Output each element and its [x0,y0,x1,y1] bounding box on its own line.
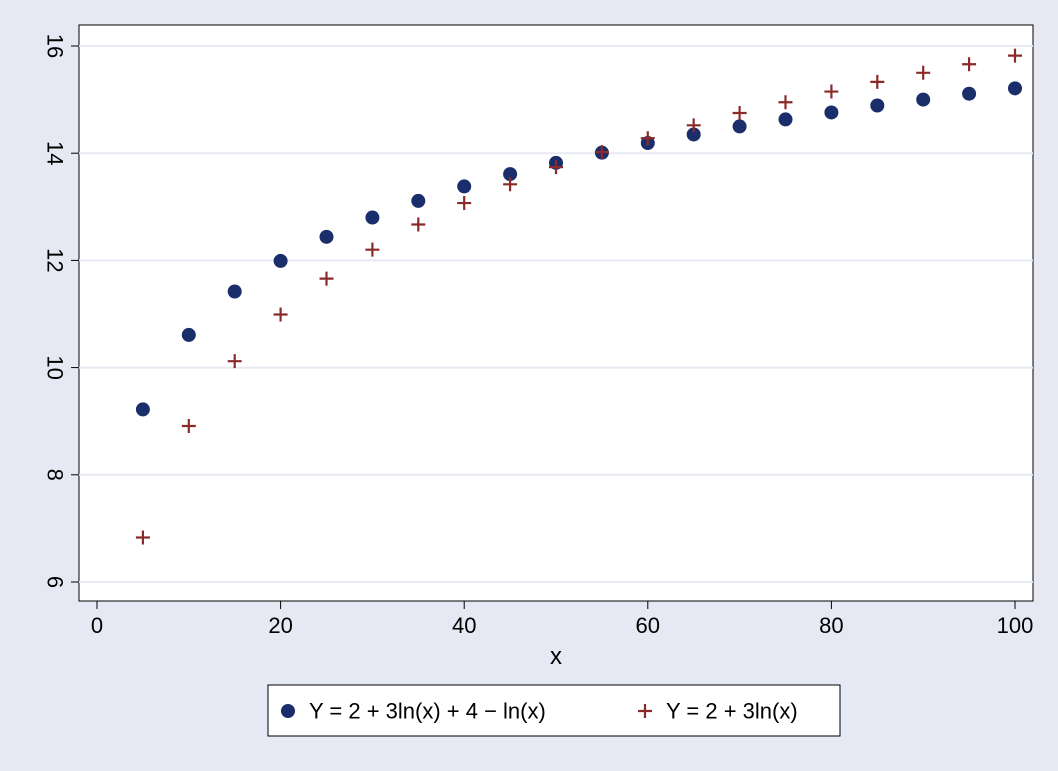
data-point-circle [686,127,701,142]
data-point-plus [686,118,701,133]
legend-marker-plus [638,704,652,718]
x-tick-label: 40 [452,613,476,638]
y-tick-label: 8 [42,469,67,481]
data-point-circle [365,210,380,225]
y-tick-label: 16 [42,34,67,58]
data-point-plus [732,106,747,120]
plot-area [78,24,1034,602]
data-point-plus [181,419,196,434]
gridlines [79,45,1033,583]
data-point-circle [227,284,242,299]
data-point-plus [549,160,563,175]
data-point-plus [411,217,426,232]
y-axis: 6 8 10 12 14 16 [42,34,79,588]
x-tick-label: 100 [997,613,1034,638]
data-point-circle [319,229,334,244]
legend-label: Y = 2 + 3ln(x) + 4 − ln(x) [309,699,546,724]
data-point-circle [181,327,196,342]
data-point-plus [778,95,793,110]
data-point-plus [824,84,839,99]
data-point-circle [411,193,426,208]
series-2 [135,48,1022,545]
legend-box [267,684,841,737]
x-tick-label: 60 [636,613,660,638]
data-point-circle [962,86,977,101]
x-tick-label: 80 [819,613,843,638]
x-axis-title: x [550,643,562,670]
legend-label: Y = 2 + 3ln(x) [666,699,798,724]
data-point-circle [778,112,793,127]
y-tick-label: 10 [42,355,67,379]
data-point-circle [1008,81,1022,96]
x-axis: 0 20 40 60 80 100 [91,601,1033,638]
y-tick-label: 12 [42,248,67,272]
data-point-plus [1008,48,1022,63]
legend-marker-circle [281,704,295,718]
data-point-circle [273,253,288,268]
data-point-plus [962,57,977,72]
data-point-circle [503,167,518,182]
data-point-circle [824,105,839,120]
data-point-circle [916,92,931,107]
y-tick-label: 14 [42,141,67,165]
data-point-plus [594,145,609,160]
data-point-plus [457,196,472,211]
data-point-plus [916,65,931,80]
data-point-plus [227,354,242,369]
legend: Y = 2 + 3ln(x) + 4 − ln(x) Y = 2 + 3ln(x) [267,684,841,737]
data-point-circle [135,402,150,417]
data-point-plus [503,177,518,192]
y-tick-label: 6 [42,576,67,588]
data-point-plus [273,307,288,322]
data-point-plus [640,131,655,146]
data-point-circle [870,98,885,113]
x-tick-label: 20 [268,613,292,638]
data-point-circle [732,119,747,134]
data-points [135,48,1022,545]
x-tick-label: 0 [91,613,103,638]
data-point-plus [870,74,885,89]
data-point-plus [365,242,380,257]
data-point-plus [319,271,334,286]
data-point-plus [135,530,150,545]
data-point-circle [457,179,472,194]
